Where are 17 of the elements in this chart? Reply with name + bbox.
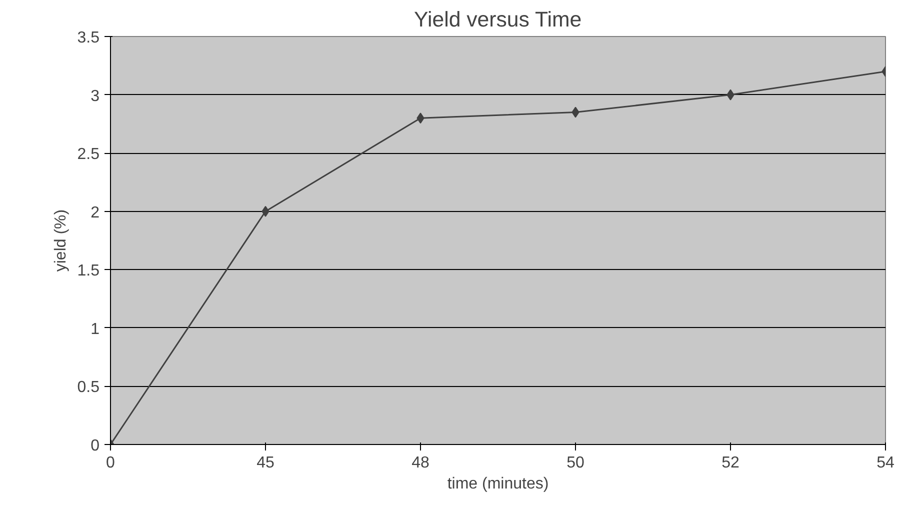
y-tick-label: 2 (90, 204, 100, 222)
y-axis-title: yield (%) (52, 209, 70, 272)
chart-title: Yield versus Time (414, 8, 582, 32)
x-tick-label: 45 (256, 454, 274, 472)
x-tick-label: 50 (566, 454, 584, 472)
y-tick-label: 3 (90, 88, 100, 105)
y-tick-label: 3.5 (77, 30, 100, 46)
y-tick-label: 1.5 (77, 262, 100, 280)
y-tick-label: 0.5 (77, 379, 100, 396)
x-tick-label: 0 (106, 454, 116, 472)
x-tick-label: 52 (722, 454, 740, 472)
y-tick-label: 1 (90, 320, 100, 338)
x-tick-label: 54 (876, 454, 894, 472)
y-tick-label: 2.5 (77, 146, 100, 164)
x-axis-title: time (minutes) (447, 476, 549, 492)
x-tick-label: 48 (412, 454, 430, 472)
y-tick-label: 0 (90, 438, 100, 454)
